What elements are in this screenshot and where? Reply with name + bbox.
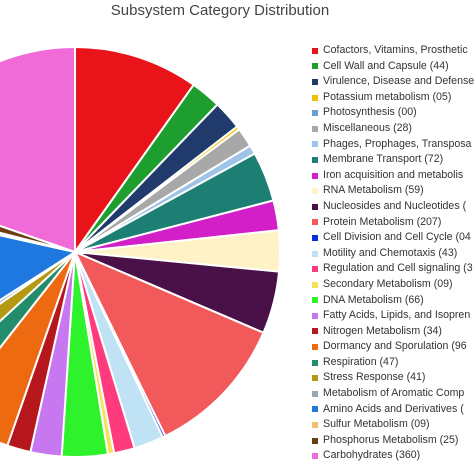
legend-label: Iron acquisition and metabolis bbox=[323, 168, 464, 181]
legend-item: Sulfur Metabolism (09) bbox=[312, 417, 474, 433]
legend-item: Protein Metabolism (207) bbox=[312, 215, 474, 231]
legend-swatch bbox=[312, 390, 318, 397]
legend-item: Miscellaneous (28) bbox=[312, 121, 474, 137]
legend-item: Nitrogen Metabolism (34) bbox=[312, 324, 474, 340]
legend-swatch bbox=[312, 110, 318, 117]
legend-swatch bbox=[312, 266, 318, 273]
legend-item: Carbohydrates (360) bbox=[312, 448, 474, 464]
legend-label: Carbohydrates (360) bbox=[323, 449, 421, 462]
legend-swatch bbox=[312, 219, 318, 226]
legend-swatch bbox=[312, 234, 318, 241]
legend-item: Cell Wall and Capsule (44) bbox=[312, 59, 474, 75]
legend-swatch bbox=[312, 94, 318, 101]
legend-label: Cell Wall and Capsule (44) bbox=[323, 59, 449, 72]
legend-item: Iron acquisition and metabolis bbox=[312, 168, 474, 184]
legend-label: Respiration (47) bbox=[323, 355, 399, 368]
legend-swatch bbox=[312, 328, 318, 335]
pie-slices bbox=[0, 45, 281, 458]
legend-label: Virulence, Disease and Defense bbox=[323, 75, 474, 88]
legend-swatch bbox=[312, 375, 318, 382]
legend-item: Motility and Chemotaxis (43) bbox=[312, 246, 474, 262]
legend-swatch bbox=[312, 63, 318, 70]
pie-slice bbox=[0, 251, 76, 350]
legend-label: Phosphorus Metabolism (25) bbox=[323, 433, 459, 446]
legend-item: Stress Response (41) bbox=[312, 370, 474, 386]
legend-item: Amino Acids and Derivatives ( bbox=[312, 402, 474, 418]
legend-swatch bbox=[312, 359, 318, 366]
legend-item: Respiration (47) bbox=[312, 355, 474, 371]
legend-item: Cell Division and Cell Cycle (04 bbox=[312, 230, 474, 246]
legend-swatch bbox=[312, 203, 318, 210]
legend-item: Phosphorus Metabolism (25) bbox=[312, 433, 474, 449]
pie-slice bbox=[0, 234, 78, 302]
legend-swatch bbox=[312, 172, 318, 179]
legend-swatch bbox=[312, 437, 318, 444]
legend-label: Dormancy and Sporulation (96 bbox=[323, 340, 467, 353]
legend-item: Photosynthesis (00) bbox=[312, 105, 474, 121]
legend-label: Potassium metabolism (05) bbox=[323, 90, 452, 103]
legend-label: Fatty Acids, Lipids, and Isopren bbox=[323, 309, 471, 322]
legend-item: Phages, Prophages, Transposa bbox=[312, 137, 474, 153]
legend-item: Membrane Transport (72) bbox=[312, 152, 474, 168]
legend-swatch bbox=[312, 250, 318, 257]
legend-label: RNA Metabolism (59) bbox=[323, 184, 424, 197]
legend-swatch bbox=[312, 281, 318, 288]
pie-slice bbox=[0, 251, 76, 323]
chart-title: Subsystem Category Distribution bbox=[110, 2, 330, 19]
legend-swatch bbox=[312, 312, 318, 319]
legend-label: Sulfur Metabolism (09) bbox=[323, 418, 430, 431]
legend-item: Regulation and Cell signaling (3 bbox=[312, 261, 474, 277]
legend-label: Secondary Metabolism (09) bbox=[323, 277, 453, 290]
legend-label: Nucleosides and Nucleotides ( bbox=[323, 199, 467, 212]
legend-item: Fatty Acids, Lipids, and Isopren bbox=[312, 308, 474, 324]
legend-swatch bbox=[312, 188, 318, 195]
legend-swatch bbox=[312, 47, 318, 54]
legend-swatch bbox=[312, 422, 318, 429]
legend-item: Metabolism of Aromatic Comp bbox=[312, 386, 474, 402]
pie-slice bbox=[0, 251, 76, 305]
legend-label: Cofactors, Vitamins, Prosthetic bbox=[323, 44, 468, 56]
legend-swatch bbox=[312, 78, 318, 85]
pie-slice bbox=[72, 250, 265, 438]
legend-swatch bbox=[312, 406, 318, 413]
legend-label: Motility and Chemotaxis (43) bbox=[323, 246, 458, 259]
legend-label: Phages, Prophages, Transposa bbox=[323, 137, 472, 150]
legend-label: DNA Metabolism (66) bbox=[323, 293, 424, 306]
legend-item: Secondary Metabolism (09) bbox=[312, 277, 474, 293]
legend-swatch bbox=[312, 344, 318, 351]
pie-slice bbox=[0, 45, 76, 254]
legend-swatch bbox=[312, 453, 318, 460]
legend-item: Potassium metabolism (05) bbox=[312, 90, 474, 106]
legend-label: Amino Acids and Derivatives ( bbox=[323, 402, 464, 415]
legend-label: Protein Metabolism (207) bbox=[323, 215, 442, 228]
pie-slice bbox=[0, 251, 76, 447]
legend-item: Virulence, Disease and Defense bbox=[312, 74, 474, 90]
legend-item: RNA Metabolism (59) bbox=[312, 183, 474, 199]
legend-item: DNA Metabolism (66) bbox=[312, 293, 474, 309]
legend: Cofactors, Vitamins, Prosthetic Cell Wall… bbox=[312, 43, 474, 464]
legend-item: Nucleosides and Nucleotides ( bbox=[312, 199, 474, 215]
legend-swatch bbox=[312, 125, 318, 132]
legend-label: Cell Division and Cell Cycle (04 bbox=[323, 231, 471, 244]
legend-swatch bbox=[312, 156, 318, 163]
legend-label: Miscellaneous (28) bbox=[323, 121, 412, 134]
legend-label: Regulation and Cell signaling (3 bbox=[323, 262, 473, 275]
legend-swatch bbox=[312, 141, 318, 148]
legend-item: Dormancy and Sporulation (96 bbox=[312, 339, 474, 355]
legend-label: Photosynthesis (00) bbox=[323, 106, 417, 119]
legend-item: Cofactors, Vitamins, Prosthetic bbox=[312, 43, 474, 59]
legend-label: Stress Response (41) bbox=[323, 371, 426, 384]
legend-swatch bbox=[312, 297, 318, 304]
legend-label: Membrane Transport (72) bbox=[323, 153, 444, 166]
legend-label: Nitrogen Metabolism (34) bbox=[323, 324, 442, 337]
legend-label: Metabolism of Aromatic Comp bbox=[323, 387, 465, 400]
pie-slice bbox=[74, 45, 196, 256]
